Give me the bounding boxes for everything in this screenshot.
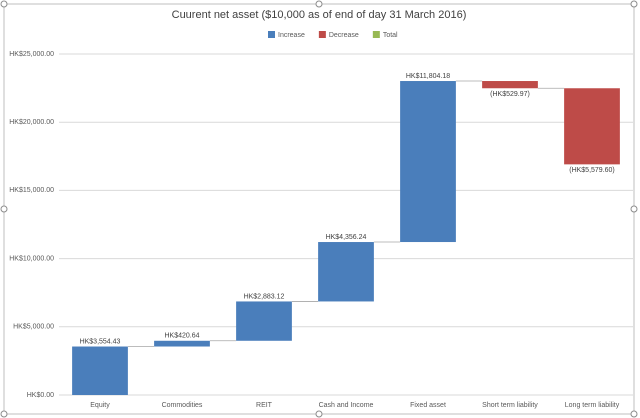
y-tick-label: HK$20,000.00 [9, 119, 54, 126]
legend-swatch [318, 31, 326, 38]
bar [318, 242, 374, 302]
data-label: HK$11,804.18 [406, 73, 450, 80]
chart-frame [3, 3, 635, 415]
data-label: (HK$529.97) [490, 91, 530, 98]
x-tick-label: Short term liability [482, 402, 538, 409]
x-tick-label: REIT [256, 402, 273, 409]
legend-swatch [372, 31, 380, 38]
y-tick-label: HK$15,000.00 [9, 187, 54, 194]
bar [154, 340, 210, 347]
legend-label: Decrease [329, 32, 359, 39]
y-tick-label: HK$25,000.00 [9, 51, 54, 58]
y-tick-label: HK$10,000.00 [9, 255, 54, 262]
x-tick-label: Fixed asset [410, 402, 446, 409]
bar [72, 346, 128, 395]
x-tick-label: Commodities [162, 402, 203, 409]
legend-swatch [268, 31, 275, 38]
y-tick-label: HK$5,000.00 [13, 324, 54, 331]
chart-title: Cuurent net asset ($10,000 as of end of … [172, 9, 467, 21]
legend-label: Total [383, 32, 398, 39]
data-label: (HK$5,579.60) [569, 167, 615, 174]
legend-label: Increase [278, 32, 305, 39]
bar [482, 81, 538, 89]
y-tick-label: HK$0.00 [27, 392, 54, 399]
data-label: HK$2,883.12 [244, 293, 285, 300]
x-tick-label: Cash and Income [319, 402, 374, 409]
bar [236, 301, 292, 341]
bar [400, 81, 456, 243]
x-tick-label: Equity [90, 402, 110, 409]
x-tick-label: Long term liability [565, 402, 620, 409]
data-label: HK$4,356.24 [326, 234, 367, 241]
data-label: HK$420.64 [164, 333, 199, 340]
data-label: HK$3,554.43 [80, 338, 121, 345]
bar [564, 88, 620, 165]
